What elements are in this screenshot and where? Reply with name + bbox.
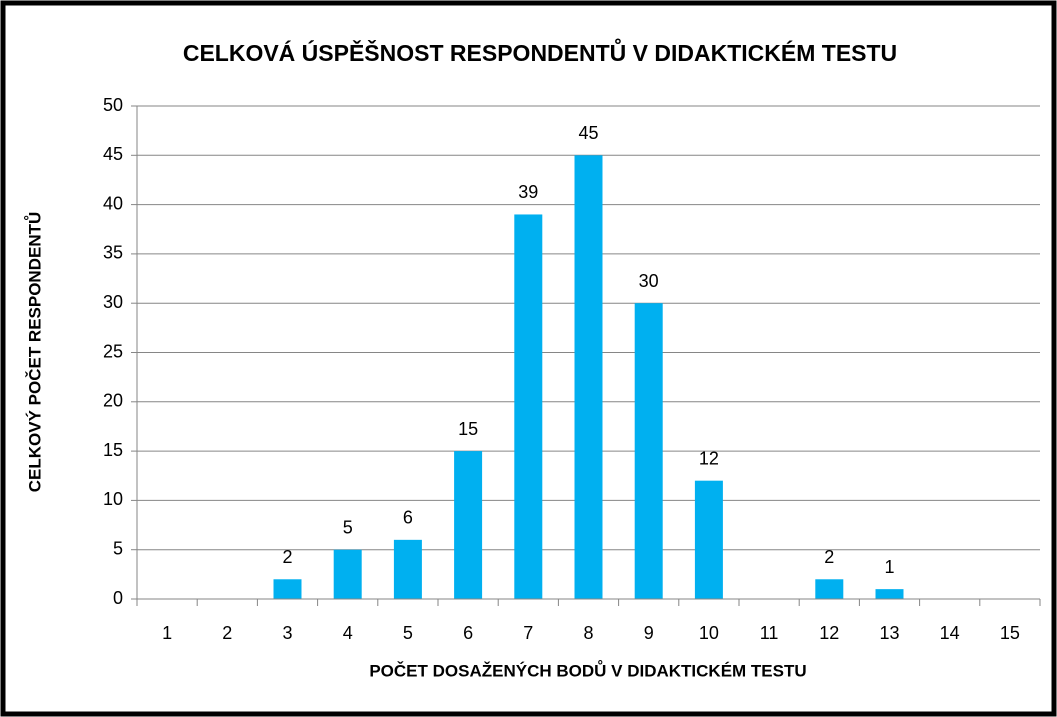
y-tick-label: 15 (103, 440, 123, 460)
x-tick-label: 12 (819, 623, 839, 643)
y-tick-label: 0 (113, 588, 123, 608)
data-label: 12 (699, 448, 719, 468)
data-label: 1 (884, 557, 894, 577)
data-label: 30 (639, 271, 659, 291)
x-tick-label: 4 (343, 623, 353, 643)
bar (815, 579, 844, 599)
x-tick-label: 8 (583, 623, 593, 643)
x-tick-label: 10 (699, 623, 719, 643)
bar (454, 451, 483, 599)
y-tick-label: 40 (103, 193, 123, 213)
x-tick-label: 7 (523, 623, 533, 643)
y-tick-label: 35 (103, 243, 123, 263)
data-label: 2 (824, 547, 834, 567)
x-tick-label: 5 (403, 623, 413, 643)
y-tick-label: 5 (113, 538, 123, 558)
x-tick-label: 9 (644, 623, 654, 643)
y-axis-title: CELKOVÝ POČET RESPONDENTŮ (24, 212, 44, 493)
x-tick-label: 2 (222, 623, 232, 643)
y-tick-label: 45 (103, 144, 123, 164)
y-tick-label: 20 (103, 391, 123, 411)
bar (694, 480, 723, 599)
data-label: 5 (343, 517, 353, 537)
data-label: 45 (578, 123, 598, 143)
data-label: 39 (518, 182, 538, 202)
bar (634, 303, 663, 599)
x-tick-label: 11 (760, 623, 779, 643)
y-tick-label: 30 (103, 292, 123, 312)
x-tick-label: 3 (282, 623, 292, 643)
data-label: 2 (282, 547, 292, 567)
bar (514, 214, 543, 599)
bar (574, 155, 603, 600)
x-tick-label: 6 (463, 623, 473, 643)
y-tick-label: 10 (103, 489, 123, 509)
bar (875, 589, 904, 599)
chart-title: CELKOVÁ ÚSPĚŠNOST RESPONDENTŮ V DIDAKTIC… (183, 37, 897, 66)
x-axis-title: POČET DOSAŽENÝCH BODŮ V DIDAKTICKÉM TEST… (369, 660, 806, 680)
bar (273, 579, 302, 599)
x-tick-label: 1 (162, 623, 172, 643)
x-tick-label: 14 (940, 623, 960, 643)
bar (393, 539, 422, 599)
y-tick-label: 50 (103, 95, 123, 115)
bar (333, 549, 362, 599)
x-tick-label: 13 (879, 623, 899, 643)
data-label: 15 (458, 419, 478, 439)
x-tick-label: 15 (1000, 623, 1020, 643)
y-tick-label: 25 (103, 341, 123, 361)
data-label: 6 (403, 508, 413, 528)
